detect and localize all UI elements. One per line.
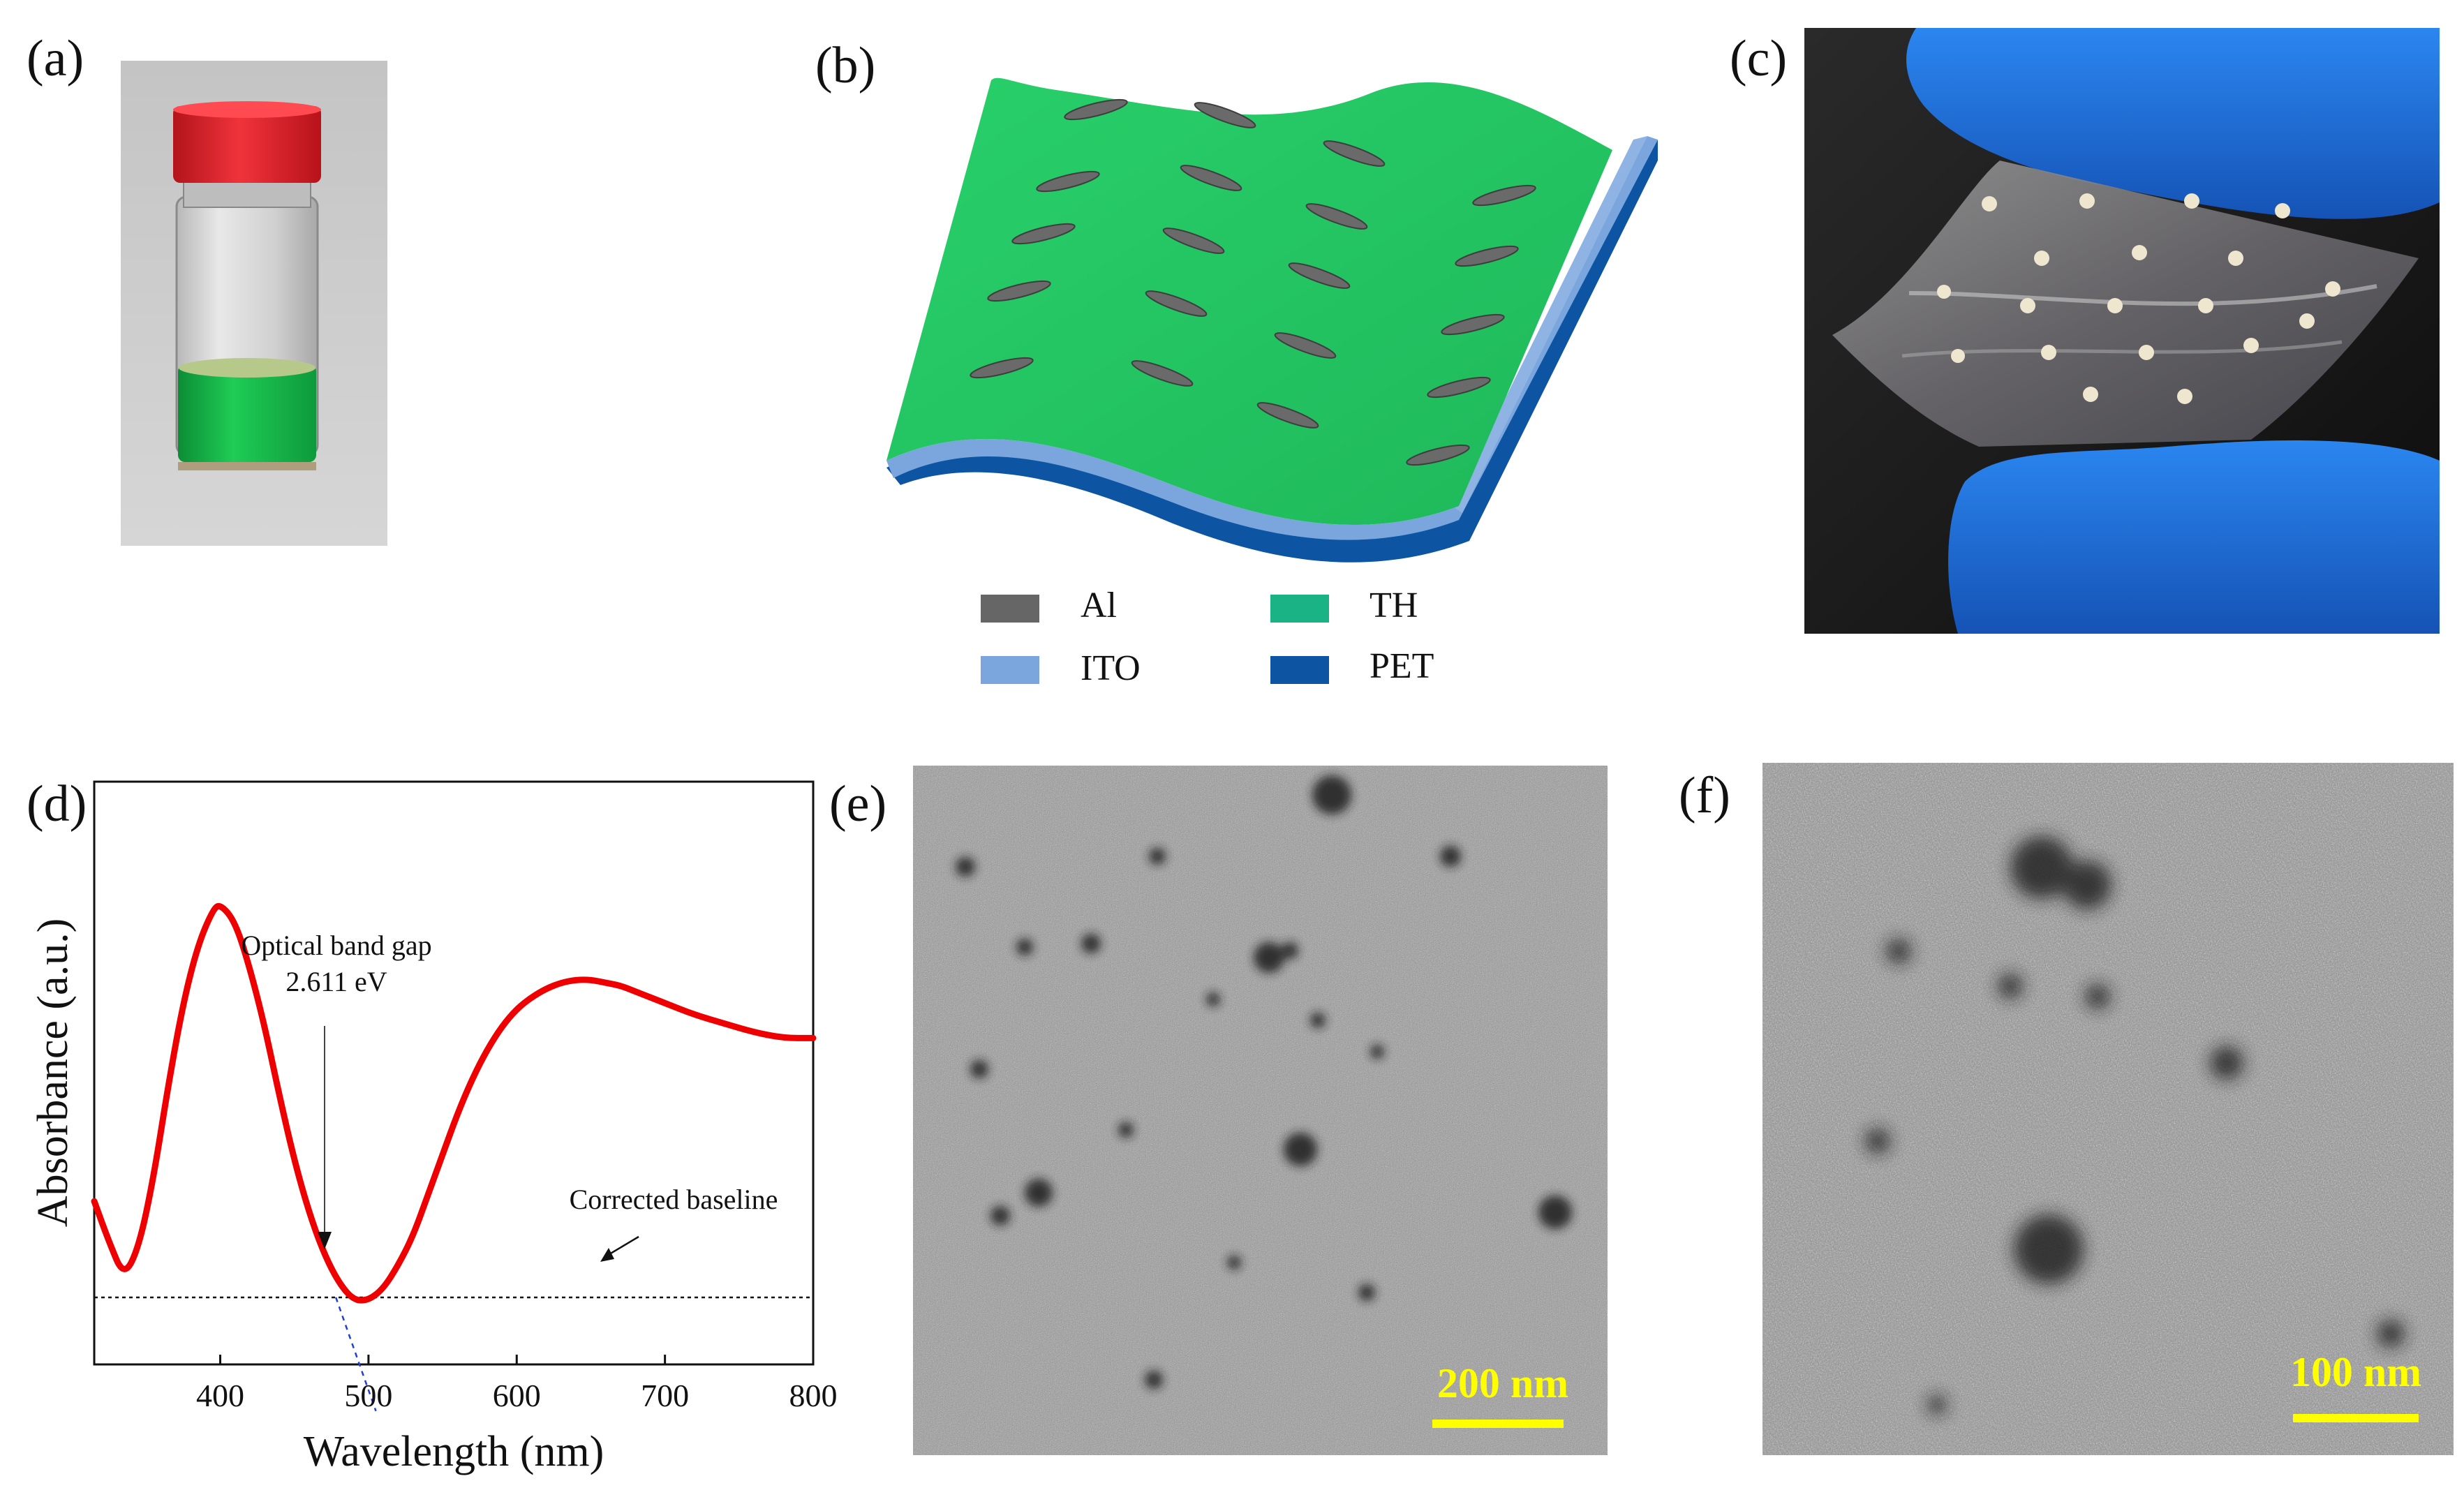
al-electrodes <box>970 98 1536 466</box>
x-axis-label: Wavelength (nm) <box>304 1428 604 1475</box>
baseline-arrowhead <box>600 1248 614 1262</box>
scale-bar-f <box>2293 1414 2419 1422</box>
panel-label-e: (e) <box>829 775 887 833</box>
absorbance-series-line <box>91 903 817 1304</box>
panel-label-d: (d) <box>27 775 87 833</box>
legend-swatch-al <box>981 595 1039 623</box>
x-tick-label: 500 <box>344 1378 392 1413</box>
vial-photo <box>121 61 387 546</box>
bandgap-arrowhead <box>318 1232 332 1249</box>
scale-bar-label-f: 100 nm <box>2290 1349 2421 1395</box>
panel-label-a: (a) <box>27 30 84 87</box>
baseline-annotation: Corrected baseline <box>570 1184 778 1215</box>
panel-label-c: (c) <box>1730 30 1788 87</box>
legend-label-pet: PET <box>1370 646 1434 686</box>
panel-label-b: (b) <box>815 37 876 94</box>
x-tick-label: 400 <box>196 1378 244 1413</box>
bandgap-annotation-line2: 2.611 eV <box>285 966 387 997</box>
legend-swatch-ito <box>981 656 1039 684</box>
tem-particles-f <box>1865 836 2405 1415</box>
legend-label-ito: ITO <box>1081 648 1141 688</box>
electrode-dots <box>1937 193 2340 404</box>
x-tick-label: 700 <box>641 1378 689 1413</box>
tem-image-e: 200 nm <box>913 766 1608 1455</box>
bandgap-annotation-line1: Optical band gap <box>241 930 431 961</box>
device-schematic <box>880 66 1668 565</box>
legend-swatch-pet <box>1270 656 1329 684</box>
legend-label-al: Al <box>1081 586 1117 625</box>
plot-frame <box>93 780 815 1366</box>
panel-label-f: (f) <box>1679 767 1730 824</box>
tem-image-f: 100 nm <box>1762 763 2454 1455</box>
scale-bar-label-e: 200 nm <box>1437 1360 1568 1406</box>
legend-label-th: TH <box>1370 586 1418 625</box>
legend-swatch-th <box>1270 595 1329 623</box>
device-photo <box>1804 28 2440 634</box>
scale-bar-e <box>1432 1420 1564 1428</box>
tangent-line <box>334 1297 377 1412</box>
x-tick-label: 600 <box>493 1378 541 1413</box>
y-axis-label: Absorbance (a.u.) <box>29 918 77 1227</box>
baseline-arrow-shaft <box>605 1235 639 1258</box>
x-tick-label: 800 <box>789 1378 838 1413</box>
absorbance-chart: 400 500 600 700 800 Optical band gap 2.611 e… <box>0 768 859 1501</box>
tem-particles-e <box>956 775 1572 1389</box>
